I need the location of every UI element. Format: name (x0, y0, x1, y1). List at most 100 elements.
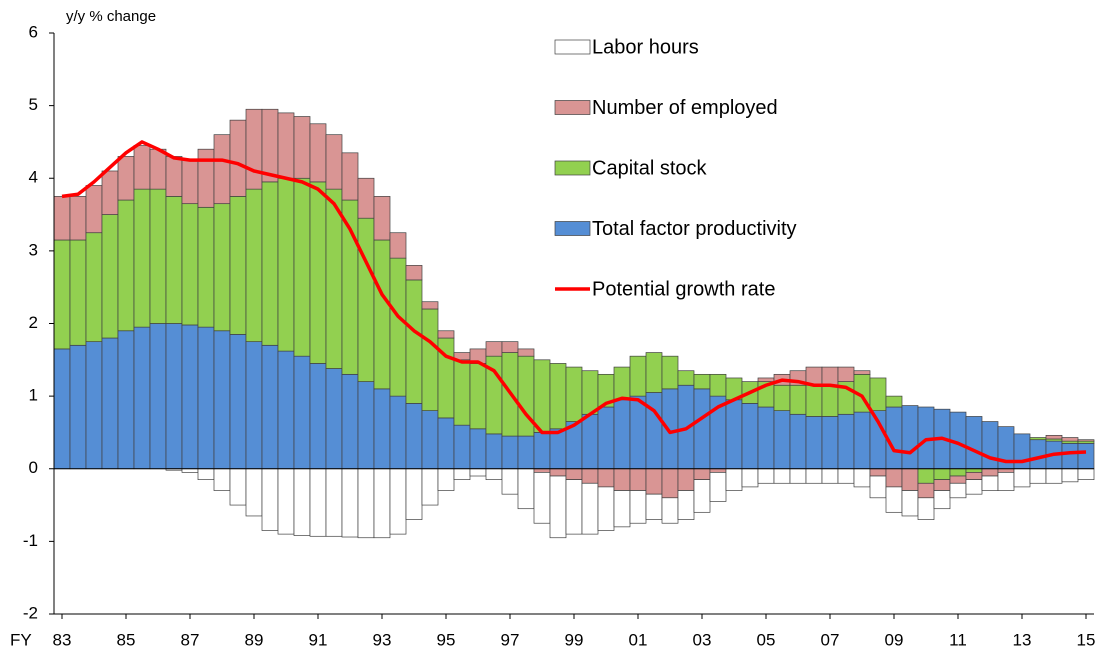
x-tick-label: 09 (885, 630, 904, 649)
x-tick-label: 87 (181, 630, 200, 649)
bar (69, 196, 87, 241)
bar (1077, 468, 1095, 480)
x-tick-label: 83 (53, 630, 72, 649)
bar (837, 366, 855, 382)
bar (789, 413, 807, 470)
bar (933, 479, 951, 491)
bar (725, 468, 743, 491)
bar (165, 323, 183, 470)
bar (565, 479, 583, 535)
bar (1045, 468, 1063, 484)
bar (469, 468, 487, 477)
bar (101, 337, 119, 470)
bar (949, 482, 967, 499)
bar (501, 435, 519, 470)
bar (533, 472, 551, 524)
bar (613, 490, 631, 528)
bar (133, 326, 151, 470)
bar (917, 468, 935, 484)
bar (117, 330, 135, 470)
bar (421, 301, 439, 310)
x-tick-label: 05 (757, 630, 776, 649)
bar (325, 368, 343, 470)
bar (933, 490, 951, 510)
bar (197, 468, 215, 480)
bar (821, 416, 839, 470)
bar (613, 468, 631, 491)
bar (197, 326, 215, 470)
bar (421, 308, 439, 412)
y-tick-label: 2 (29, 313, 38, 332)
bar (373, 239, 391, 390)
bar (517, 348, 535, 357)
bar (885, 468, 903, 488)
x-tick-label: 15 (1077, 630, 1096, 649)
bar (1013, 433, 1031, 470)
y-axis-label: y/y % change (66, 8, 156, 25)
bar (629, 395, 647, 470)
y-tick-label: 6 (29, 22, 38, 41)
bar (309, 123, 327, 183)
bar (453, 424, 471, 470)
bar (165, 196, 183, 324)
bar (469, 363, 487, 430)
bar (805, 468, 823, 484)
bar (437, 417, 455, 470)
bar (117, 156, 135, 201)
bar (645, 352, 663, 393)
bar (293, 468, 311, 536)
y-tick-label: 4 (29, 168, 38, 187)
x-tick-label: 91 (309, 630, 328, 649)
bar (357, 177, 375, 219)
bar (901, 468, 919, 491)
x-tick-label: 95 (437, 630, 456, 649)
bar (53, 348, 71, 470)
bar (869, 377, 887, 412)
bar (245, 341, 263, 470)
bar (613, 366, 631, 401)
bar (837, 468, 855, 484)
bar (53, 239, 71, 350)
y-tick-label: 0 (29, 458, 38, 477)
bar (517, 435, 535, 470)
bar (805, 384, 823, 417)
bar (309, 468, 327, 537)
bar (197, 148, 215, 208)
bar (661, 388, 679, 470)
legend-swatch (554, 100, 591, 115)
bar (1045, 434, 1063, 440)
bar (373, 468, 391, 539)
bar (181, 159, 199, 205)
bar (213, 330, 231, 470)
bar (213, 468, 231, 491)
bar (965, 468, 983, 473)
bar (325, 134, 343, 190)
bar (1077, 442, 1095, 470)
bar (981, 421, 999, 470)
bar (917, 482, 935, 499)
bar (581, 468, 599, 484)
bar (133, 145, 151, 190)
bar (885, 395, 903, 408)
bar (597, 406, 615, 470)
bar (341, 373, 359, 470)
bar (757, 468, 775, 484)
bar (821, 468, 839, 484)
bar (645, 493, 663, 520)
bar (869, 468, 887, 477)
y-tick-label: -1 (23, 531, 38, 550)
bar (677, 490, 695, 520)
y-tick-label: 5 (29, 95, 38, 114)
bar (277, 177, 295, 352)
bar (245, 108, 263, 190)
bar (773, 384, 791, 412)
bar (389, 257, 407, 397)
bar (1061, 468, 1079, 483)
bar (469, 428, 487, 470)
bar (821, 366, 839, 386)
bar (213, 134, 231, 205)
bar (53, 196, 71, 241)
legend-label: Potential growth rate (592, 278, 775, 300)
x-tick-label: 01 (629, 630, 648, 649)
